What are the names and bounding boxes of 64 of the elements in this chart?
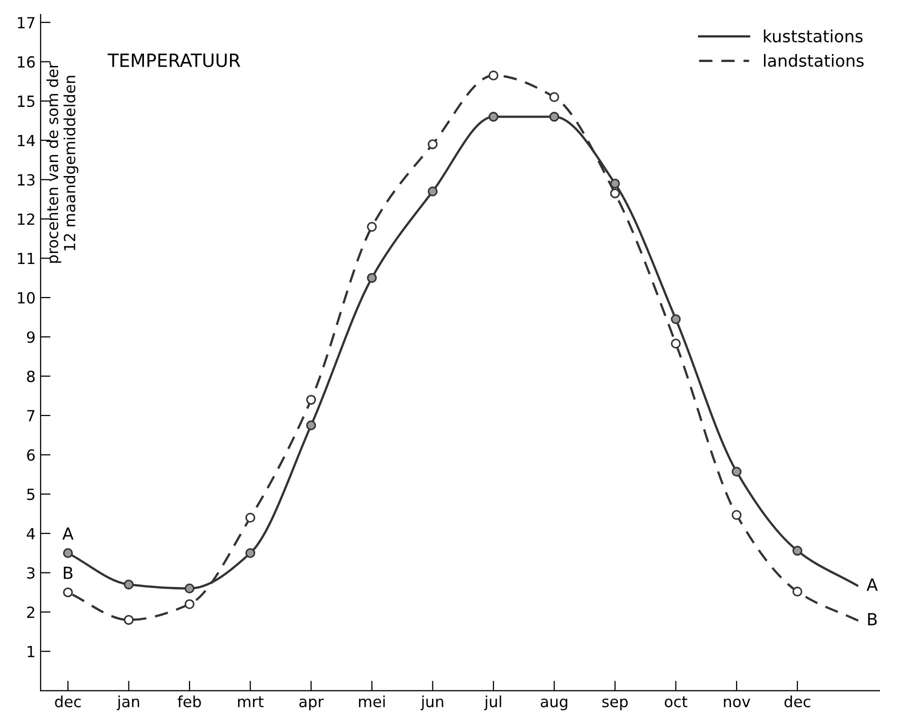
x-tick-label: apr bbox=[299, 698, 324, 710]
x-tick-label: mrt bbox=[238, 696, 264, 708]
x-tick-label: jan bbox=[116, 696, 140, 710]
point bbox=[428, 186, 438, 196]
y-tick-label: 12 bbox=[18, 213, 34, 225]
x-tick-label: aug bbox=[540, 698, 568, 710]
point bbox=[306, 394, 316, 405]
point bbox=[792, 546, 802, 556]
legend-label: kuststations bbox=[764, 30, 863, 42]
y-tick-label: 11 bbox=[18, 252, 34, 264]
point bbox=[670, 314, 681, 324]
annotation: A bbox=[62, 527, 74, 540]
y-axis-title: procenten van de som der 12 maandgemiddelden bbox=[46, 62, 78, 263]
point bbox=[488, 112, 498, 122]
y-tick-label: 10 bbox=[18, 292, 35, 304]
y-tick-label: 6 bbox=[27, 449, 35, 461]
y-tick-label: 17 bbox=[18, 17, 34, 28]
x-tick-label: dec bbox=[55, 696, 81, 708]
point bbox=[306, 420, 316, 430]
y-tick-label: 9 bbox=[26, 331, 35, 343]
legend-label: landstations bbox=[764, 54, 864, 67]
y-tick-label: 15 bbox=[18, 96, 34, 108]
point bbox=[124, 580, 134, 590]
x-tick-label: dec bbox=[784, 696, 810, 708]
point bbox=[366, 222, 377, 232]
x-tick-label: sep bbox=[602, 698, 628, 710]
point bbox=[670, 338, 681, 348]
point bbox=[184, 599, 194, 610]
x-tick-label: nov bbox=[724, 698, 750, 708]
point bbox=[792, 586, 802, 597]
x-tick-label: feb bbox=[178, 696, 201, 708]
point bbox=[63, 548, 73, 558]
annotation: B bbox=[64, 566, 72, 579]
point bbox=[63, 587, 73, 598]
point bbox=[184, 584, 194, 594]
point bbox=[366, 272, 377, 283]
y-tick-label: 5 bbox=[27, 488, 34, 500]
text: TEMPERATUUR bbox=[108, 54, 240, 68]
point bbox=[549, 112, 560, 122]
y-tick-label: 13 bbox=[18, 174, 35, 186]
point bbox=[732, 466, 742, 477]
y-tick-label: 8 bbox=[27, 370, 35, 382]
y-tick-label: 16 bbox=[18, 56, 35, 68]
x-tick-label: oct bbox=[664, 696, 688, 708]
point bbox=[245, 512, 256, 523]
point bbox=[549, 92, 560, 102]
y-tick-label: 4 bbox=[26, 528, 35, 540]
point bbox=[124, 614, 134, 625]
y-tick-label: 7 bbox=[27, 410, 34, 422]
y-tick-label: 2 bbox=[27, 606, 34, 618]
point bbox=[245, 548, 256, 558]
point bbox=[488, 70, 498, 80]
x-tick-label: mei bbox=[359, 696, 385, 708]
point bbox=[428, 139, 438, 150]
y-tick-label: 1 bbox=[28, 646, 34, 658]
annotation: B bbox=[868, 613, 877, 626]
y-tick-label: 14 bbox=[18, 134, 35, 146]
y-tick-label: 3 bbox=[27, 567, 35, 579]
point bbox=[732, 510, 742, 520]
x-tick-label: jun bbox=[420, 696, 444, 710]
point bbox=[610, 188, 620, 198]
x-tick-label: jul bbox=[484, 696, 502, 710]
annotation: A bbox=[866, 578, 878, 591]
point bbox=[610, 178, 620, 188]
